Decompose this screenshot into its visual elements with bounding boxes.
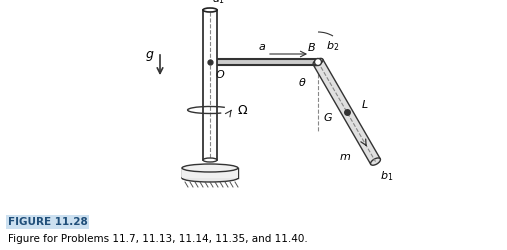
Text: $\theta$: $\theta$ — [298, 76, 306, 88]
Text: $a$: $a$ — [259, 42, 267, 52]
Text: Figure for Problems 11.7, 11.13, 11.14, 11.35, and 11.40.: Figure for Problems 11.7, 11.13, 11.14, … — [8, 234, 307, 244]
Text: $g$: $g$ — [144, 49, 154, 63]
Ellipse shape — [313, 58, 323, 66]
Text: $b_1$: $b_1$ — [380, 170, 394, 183]
Ellipse shape — [182, 174, 238, 182]
Ellipse shape — [182, 164, 238, 172]
Text: $b_2$: $b_2$ — [326, 39, 339, 53]
Ellipse shape — [203, 8, 217, 12]
Text: $G$: $G$ — [322, 111, 333, 123]
Text: $B$: $B$ — [307, 41, 316, 53]
Text: $O$: $O$ — [215, 68, 225, 80]
Text: $m$: $m$ — [339, 152, 351, 162]
Text: $a_1$: $a_1$ — [212, 0, 225, 6]
Polygon shape — [313, 59, 380, 164]
FancyBboxPatch shape — [182, 168, 238, 178]
Ellipse shape — [371, 158, 380, 165]
Ellipse shape — [203, 158, 217, 162]
FancyBboxPatch shape — [217, 59, 318, 65]
Ellipse shape — [314, 58, 321, 66]
FancyBboxPatch shape — [203, 10, 217, 160]
Text: $\Omega$: $\Omega$ — [237, 104, 248, 118]
Text: $L$: $L$ — [361, 98, 368, 110]
Text: FIGURE 11.28: FIGURE 11.28 — [8, 217, 87, 227]
